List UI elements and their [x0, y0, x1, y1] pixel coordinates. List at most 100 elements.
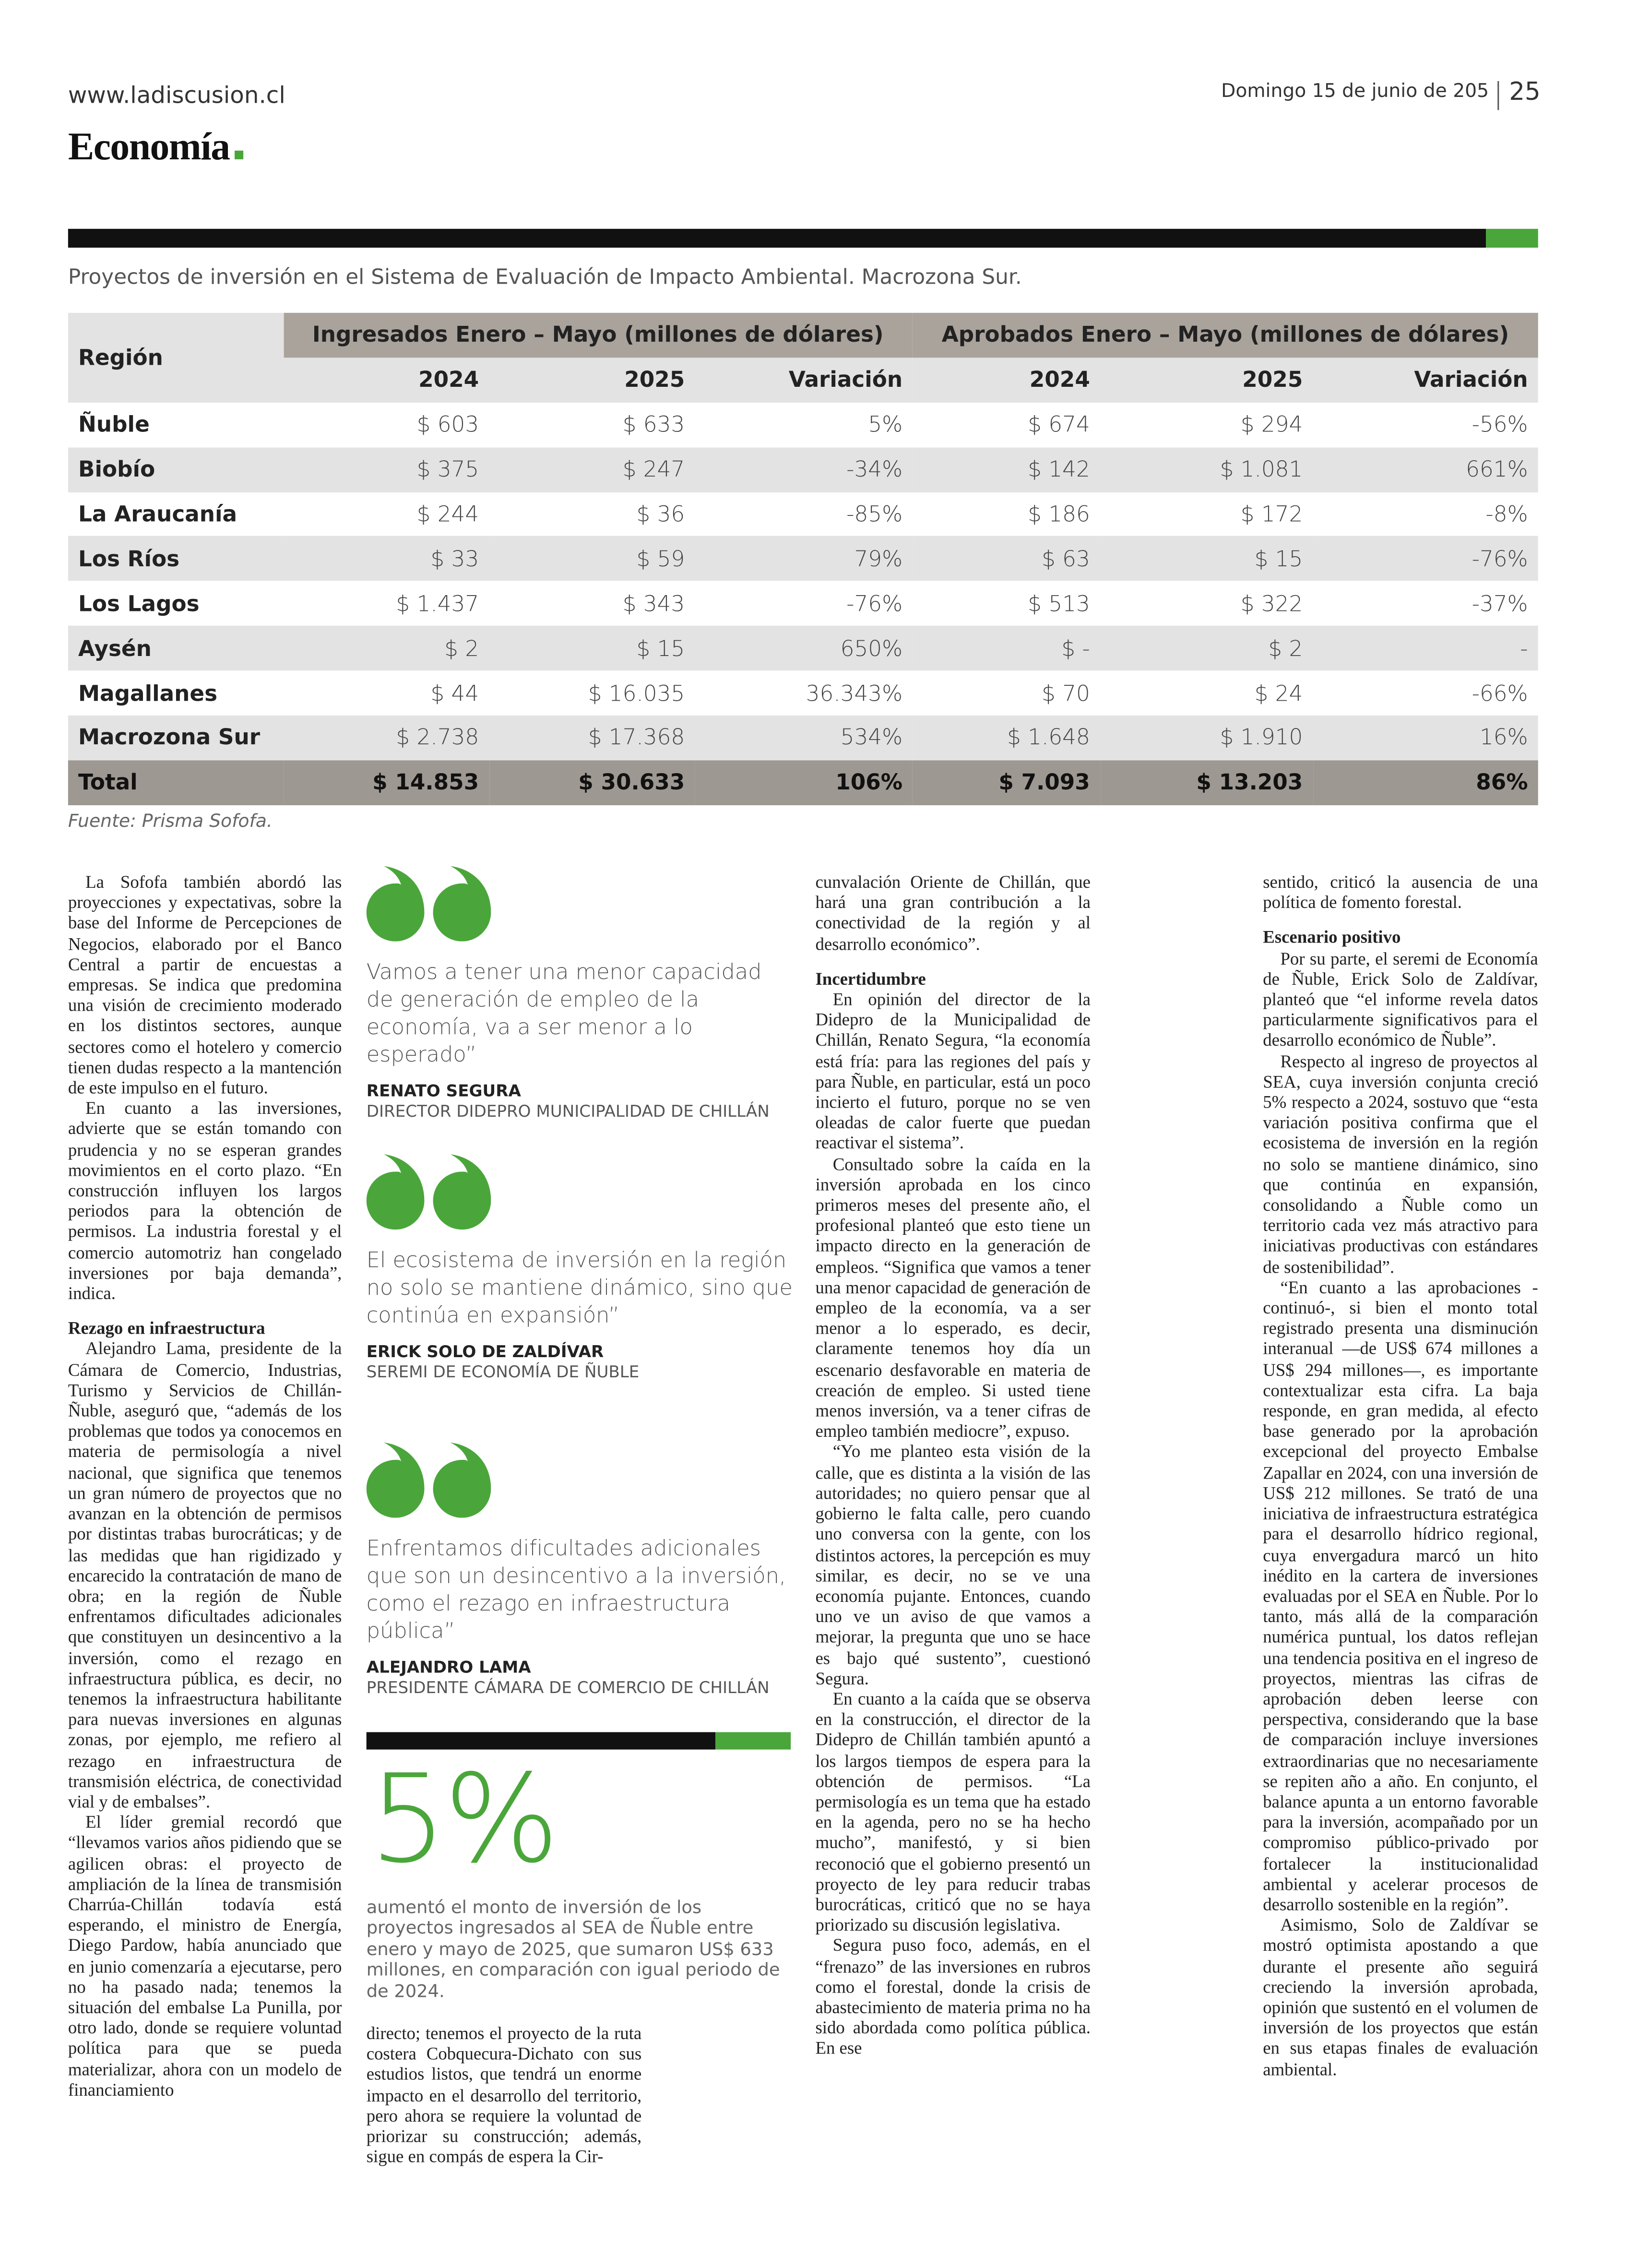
- column-header: Variación: [1313, 358, 1538, 403]
- quote-text: Vamos a tener una menor capacidad de gen…: [366, 960, 762, 1068]
- column-header: Variación: [695, 358, 913, 403]
- table-cell: $ 343: [622, 590, 685, 617]
- subheading: Escenario positivo: [1263, 927, 1401, 948]
- investment-table: Región Ingresados Enero – Mayo (millones …: [68, 312, 1538, 805]
- stat-rule-accent: [715, 1732, 791, 1750]
- paragraph: Segura puso foco, además, en el “frenazo…: [815, 1935, 1091, 2059]
- table-cell: 16%: [1313, 715, 1538, 761]
- table-row: Ñuble $ 603 $ 633 5% $ 674 $ 294 -56%: [68, 402, 1538, 447]
- separator: [1497, 81, 1499, 110]
- region-name: La Araucanía: [78, 501, 237, 527]
- page-number: 25: [1509, 78, 1541, 107]
- quote-mark: [366, 1154, 491, 1230]
- table-row: Los Lagos $ 1.437 $ 343 -76% $ 513 $ 322 -37%: [68, 581, 1538, 626]
- subheading: Incertidumbre: [815, 968, 926, 989]
- group-header: Ingresados Enero – Mayo (millones de dól…: [283, 312, 913, 358]
- table-source: Fuente: Prisma Sofofa.: [68, 810, 273, 832]
- total-cell: $ 14.853: [283, 760, 489, 805]
- region-name: Ñuble: [78, 411, 150, 438]
- quote-text: Enfrentamos dificultades adicionales que…: [366, 1536, 786, 1644]
- table-cell: $ 16.035: [588, 680, 685, 706]
- group-header: Aprobados Enero – Mayo (millones de dóla…: [913, 312, 1538, 358]
- site-url: www.ladiscusion.cl: [68, 81, 285, 109]
- text-column: directo; tenemos el proyecto de la ruta …: [367, 2023, 642, 2167]
- stat-figure: 5%: [369, 1748, 559, 1890]
- paragraph: Asimismo, Solo de Zaldívar se mostró opt…: [1263, 1915, 1538, 2079]
- table-cell: -85%: [846, 501, 903, 527]
- quote-role: DIRECTOR DIDEPRO MUNICIPALIDAD DE CHILLÁ…: [366, 1102, 770, 1121]
- table-cell: -: [1313, 626, 1538, 671]
- table-row: Aysén $ 2 $ 15 650% $ - $ 2-: [68, 626, 1538, 671]
- table-cell: $ 24: [1254, 680, 1303, 706]
- total-row: Total $ 14.853 $ 30.633 106% $ 7.093 $ 13.203…: [68, 760, 1538, 805]
- table-cell: $ 1.910: [1100, 715, 1313, 761]
- paragraph: “En cuanto a las aprobaciones -continuó-…: [1263, 1277, 1538, 1915]
- table-cell: 79%: [695, 536, 913, 582]
- pull-quote: El ecosistema de inversión en la región …: [366, 1154, 794, 1382]
- table-cell: 5%: [868, 411, 903, 438]
- total-cell: $ 13.203: [1100, 760, 1313, 805]
- table-cell: $ 36: [636, 501, 685, 527]
- table-cell: $ 17.368: [489, 715, 695, 761]
- paragraph: “Yo me planteo esta visión de la calle, …: [815, 1442, 1091, 1689]
- table-cell: -37%: [1472, 590, 1528, 617]
- quote-name: ERICK SOLO DE ZALDÍVAR: [366, 1342, 604, 1361]
- table-cell: $ 375: [283, 447, 489, 492]
- column-header: 2024: [283, 358, 489, 403]
- table-caption: Proyectos de inversión en el Sistema de …: [68, 266, 1022, 290]
- table-cell: -34%: [695, 447, 913, 492]
- region-name: Magallanes: [78, 680, 218, 706]
- total-cell: 86%: [1313, 760, 1538, 805]
- rule-bar: [68, 228, 1486, 248]
- region-name: Macrozona Sur: [68, 715, 284, 761]
- column-header: 2025: [489, 358, 695, 403]
- table-cell: $ 633: [622, 411, 685, 438]
- paragraph: Por su parte, el seremi de Economía de Ñ…: [1263, 948, 1538, 1051]
- rule-accent: [1486, 228, 1538, 248]
- table-cell: $ 63: [913, 536, 1100, 582]
- paragraph: Consultado sobre la caída en la inversió…: [815, 1154, 1091, 1442]
- table-cell: -66%: [1472, 680, 1528, 706]
- table-cell: $ 172: [1240, 501, 1303, 527]
- pull-quote: Vamos a tener una menor capacidad de gen…: [366, 866, 794, 1121]
- paragraph: sentido, criticó la ausencia de una polí…: [1263, 871, 1538, 913]
- table-cell: $ 603: [416, 411, 479, 438]
- paragraph: Alejandro Lama, presidente de la Cámara …: [68, 1338, 342, 1812]
- stat-rule: [366, 1732, 716, 1750]
- subheader-row: 2024 2025 Variación 2024 2025 Variación: [68, 358, 1538, 403]
- stat-text: aumentó el monto de inversión de los pro…: [366, 1897, 780, 2001]
- table-cell: 650%: [695, 626, 913, 671]
- table-cell: 36.343%: [806, 680, 903, 706]
- table-row: La Araucanía $ 244 $ 36 -85% $ 186 $ 172 -8%: [68, 492, 1538, 537]
- table-cell: $ 322: [1240, 590, 1303, 617]
- table-cell: $ 15: [1100, 536, 1313, 582]
- table-cell: $ 2.738: [283, 715, 489, 761]
- section-dot: [234, 150, 243, 159]
- table-cell: $ 294: [1240, 411, 1303, 438]
- section-title: Economía: [68, 125, 243, 170]
- paragraph: En cuanto a las inversiones, advierte qu…: [68, 1098, 342, 1304]
- total-cell: 106%: [695, 760, 913, 805]
- table-cell: 534%: [695, 715, 913, 761]
- quote-name: RENATO SEGURA: [366, 1082, 521, 1101]
- region-name: Los Lagos: [78, 590, 200, 617]
- pull-quote: Enfrentamos dificultades adicionales que…: [366, 1442, 794, 1697]
- total-label: Total: [68, 760, 284, 805]
- table-cell: $ 1.437: [396, 590, 479, 617]
- region-header: Región: [68, 312, 284, 403]
- table-cell: $ 513: [1028, 590, 1090, 617]
- table-cell: 661%: [1313, 447, 1538, 492]
- table-cell: -56%: [1472, 411, 1528, 438]
- table-cell: $ 186: [1028, 501, 1090, 527]
- quote-mark: [366, 1442, 491, 1518]
- section-name: Economía: [68, 124, 230, 168]
- table-cell: $ 247: [489, 447, 695, 492]
- table-cell: $ 1.648: [913, 715, 1100, 761]
- issue-date: Domingo 15 de junio de 205: [1221, 81, 1489, 103]
- text-column: sentido, criticó la ausencia de una polí…: [1263, 872, 1538, 2079]
- table-cell: $ 33: [283, 536, 489, 582]
- header-row: Región Ingresados Enero – Mayo (millones …: [68, 312, 1538, 403]
- text-column: La Sofofa también abordó las proyeccione…: [68, 872, 342, 2100]
